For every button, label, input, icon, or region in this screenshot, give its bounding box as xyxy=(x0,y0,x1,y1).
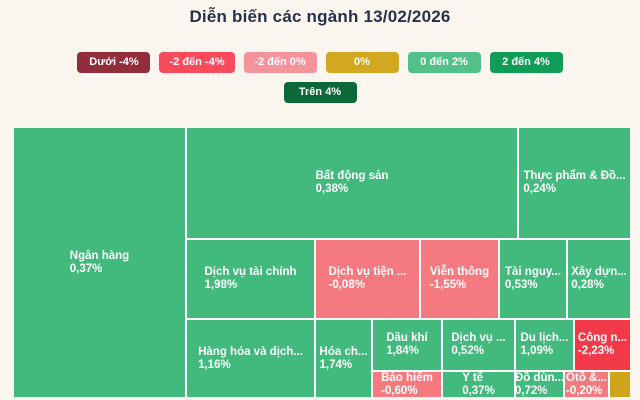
treemap-cell[interactable] xyxy=(610,372,630,397)
sector-name: Dầu khí xyxy=(386,332,428,344)
treemap-cell-label: Hóa ch... 1,74% xyxy=(320,346,368,372)
treemap-cell[interactable]: Dịch vụ tiện ... -0,08% xyxy=(316,240,419,318)
treemap-cell[interactable]: Viễn thông -1,55% xyxy=(421,240,498,318)
sector-change: 0,24% xyxy=(523,183,556,195)
treemap-cell-label: Du lịch... 1,09% xyxy=(521,332,569,358)
treemap-cell[interactable]: Công n... -2,23% xyxy=(575,320,630,370)
treemap-cell-label: Dịch vụ tài chính 1,98% xyxy=(204,266,296,292)
treemap-cell-label: Dầu khí 1,84% xyxy=(386,332,428,358)
treemap-cell-label: Y tế 0,37% xyxy=(462,372,495,398)
treemap-cell[interactable]: Du lịch... 1,09% xyxy=(516,320,573,370)
sector-name: Hàng hóa và dịch... xyxy=(198,345,303,358)
legend-badge[interactable]: Trên 4% xyxy=(283,82,357,103)
treemap-cell-label: Hàng hóa và dịch... 1,16% xyxy=(198,346,303,372)
treemap-cell-label: Công n... -2,23% xyxy=(578,332,627,358)
treemap-cell-label: Bất động sản 0,38% xyxy=(316,170,389,196)
sector-name: Xây dựn... xyxy=(571,266,627,278)
sector-change: 0,37% xyxy=(462,384,495,397)
sector-change: 1,74% xyxy=(319,358,353,371)
page-title: Diễn biến các ngành 13/02/2026 xyxy=(189,7,451,26)
sector-change: 0,72% xyxy=(514,384,548,397)
sector-name: Bất động sản xyxy=(315,170,389,182)
treemap-cell[interactable]: Dầu khí 1,84% xyxy=(373,320,441,370)
legend-row-1: Dưới -4% -2 đến -4% -2 đến 0% 0% 0 đến 2% 2 đ… xyxy=(0,52,640,73)
treemap-cell-label: Tài nguy... 0,53% xyxy=(505,266,561,292)
sector-name: Hóa ch... xyxy=(319,345,368,358)
sector-treemap: Ngân hàng 0,37% Bất động sản 0,38% Thực phẩm… xyxy=(14,128,630,397)
sector-change: -1,55% xyxy=(429,279,467,291)
treemap-cell-label: Bảo hiểm -0,60% xyxy=(381,372,433,398)
legend-row-2: Trên 4% xyxy=(0,82,640,103)
legend-badge[interactable]: 2 đến 4% xyxy=(489,52,563,73)
treemap-cell-label: Đồ dùn... 0,72% xyxy=(515,372,564,398)
treemap-cell[interactable]: Tài nguy... 0,53% xyxy=(500,240,566,318)
treemap-cell[interactable]: Hóa ch... 1,74% xyxy=(316,320,371,397)
sector-change: -0,20% xyxy=(566,384,603,397)
sector-name: Y tế xyxy=(462,371,484,384)
treemap-cell[interactable]: Ôtô &... -0,20% xyxy=(565,372,608,397)
treemap-cell-label: Thực phẩm & Đồ... 0,24% xyxy=(523,170,625,196)
treemap-cell-label: Ngân hàng 0,37% xyxy=(70,250,129,276)
sector-name: Ngân hàng xyxy=(69,249,130,262)
treemap-cell[interactable]: Bảo hiểm -0,60% xyxy=(373,372,441,397)
sector-name: Dịch vụ tiện ... xyxy=(328,266,407,278)
treemap-cell[interactable]: Ngân hàng 0,37% xyxy=(14,128,185,397)
legend-badge[interactable]: 0 đến 2% xyxy=(407,52,481,73)
sector-change: 1,84% xyxy=(386,345,419,357)
sector-name: Tài nguy... xyxy=(504,266,561,278)
sector-name: Viễn thông xyxy=(429,266,490,278)
sector-change: -0,60% xyxy=(381,384,418,397)
treemap-cell-label: Dịch vụ tiện ... -0,08% xyxy=(329,266,407,292)
treemap-cell[interactable]: Hàng hóa và dịch... 1,16% xyxy=(187,320,314,397)
sector-name: Bảo hiểm xyxy=(381,371,433,384)
treemap-cell-label: Ôtô &... -0,20% xyxy=(566,372,607,398)
treemap-cell[interactable]: Dịch vụ ... 0,52% xyxy=(443,320,514,370)
treemap-cell[interactable]: Đồ dùn... 0,72% xyxy=(515,372,564,398)
treemap-cell[interactable]: Dịch vụ tài chính 1,98% xyxy=(187,240,314,318)
sector-name: Đồ dùn... xyxy=(514,371,565,384)
treemap-cell[interactable]: Bất động sản 0,38% xyxy=(187,128,517,238)
sector-name: Thực phẩm & Đồ... xyxy=(523,170,626,182)
legend-badge[interactable]: Dưới -4% xyxy=(77,52,151,73)
sector-change: 1,98% xyxy=(204,279,238,291)
sector-change: 0,52% xyxy=(451,345,484,357)
sector-change: -0,08% xyxy=(328,279,365,291)
sector-change: -2,23% xyxy=(577,345,615,357)
sector-name: Ôtô &... xyxy=(566,371,607,384)
treemap-cell[interactable]: Y tế 0,37% xyxy=(443,372,514,397)
sector-name: Du lịch... xyxy=(520,332,569,344)
sector-change: 0,37% xyxy=(69,262,103,275)
legend: Dưới -4% -2 đến -4% -2 đến 0% 0% 0 đến 2% 2 đ… xyxy=(0,52,640,103)
sector-change: 0,28% xyxy=(571,279,604,291)
sector-name: Công n... xyxy=(577,332,628,344)
treemap-cell-label: Xây dựn... 0,28% xyxy=(571,266,627,292)
legend-badge[interactable]: 0% xyxy=(325,52,399,73)
sector-change: 0,38% xyxy=(315,183,349,195)
treemap-cell-label: Dịch vụ ... 0,52% xyxy=(451,332,505,358)
treemap-cell[interactable]: Xây dựn... 0,28% xyxy=(568,240,630,318)
legend-badge[interactable]: -2 đến 0% xyxy=(243,52,317,73)
sector-change: 1,16% xyxy=(198,358,231,371)
legend-badge[interactable]: -2 đến -4% xyxy=(159,52,235,73)
sector-name: Dịch vụ tài chính xyxy=(204,266,297,278)
treemap-cell-label: Viễn thông -1,55% xyxy=(430,266,489,292)
sector-name: Dịch vụ ... xyxy=(451,332,506,344)
sector-change: 0,53% xyxy=(504,279,538,291)
treemap-cell[interactable]: Thực phẩm & Đồ... 0,24% xyxy=(519,128,630,238)
sector-change: 1,09% xyxy=(520,345,554,357)
